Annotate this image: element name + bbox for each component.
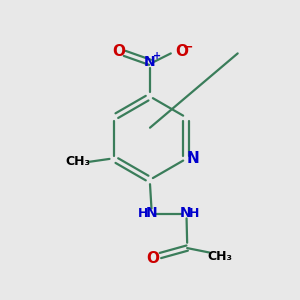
Text: N: N bbox=[180, 206, 191, 220]
Text: O: O bbox=[175, 44, 188, 59]
Text: O: O bbox=[112, 44, 125, 59]
Text: −: − bbox=[182, 40, 193, 53]
Text: CH₃: CH₃ bbox=[66, 155, 91, 168]
Text: H: H bbox=[138, 206, 148, 220]
Text: N: N bbox=[186, 152, 199, 166]
Text: N: N bbox=[144, 55, 156, 69]
Text: O: O bbox=[146, 251, 160, 266]
Text: CH₃: CH₃ bbox=[207, 250, 232, 263]
Text: H: H bbox=[189, 206, 199, 220]
Text: N: N bbox=[146, 206, 157, 220]
Text: +: + bbox=[153, 51, 161, 61]
